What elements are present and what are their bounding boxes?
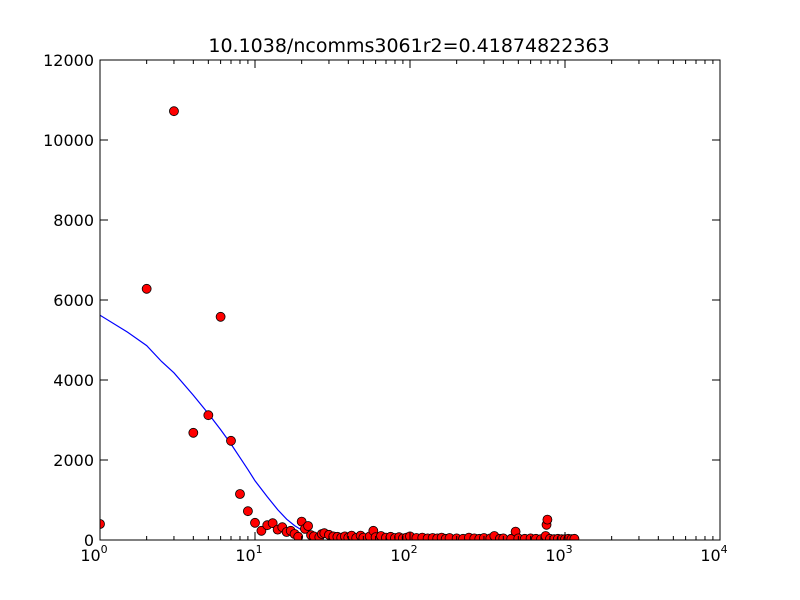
chart-title: 10.1038/ncomms3061r2=0.41874822363 [208,35,609,57]
scatter-point [243,506,253,517]
y-tick-label: 6000 [53,291,94,310]
x-tick-label: 100 [80,543,107,565]
x-tick-label: 102 [390,543,417,565]
axis-tick-labels: 0 2000 4000 6000 8000 10000 12000 100 101 102 103 1… [43,51,728,565]
scatter-point [203,410,214,421]
scatter-point [226,435,236,446]
scatter-point [569,533,580,540]
scatter-point [267,518,278,529]
y-tick-label: 4000 [53,371,94,390]
plot-area [100,60,720,540]
y-tick-label: 0 [84,531,94,550]
plot-frame [99,59,721,541]
plot-content [100,106,580,540]
x-tick-label: 101 [235,543,262,565]
scatter-point [141,283,152,294]
y-tick-label: 10000 [43,131,94,150]
scatter-point [303,521,313,531]
scatter-point [250,517,260,528]
scatter-point [169,106,179,117]
x-tick-label: 104 [700,543,727,565]
scatter-point [542,514,553,525]
y-tick-label: 12000 [43,51,94,70]
scatter-point [100,519,105,529]
scatter-point [215,311,226,322]
scatter-point [188,427,199,438]
scatter-point [256,525,267,536]
y-tick-label: 8000 [53,211,94,230]
scatter-point [293,531,304,540]
y-tick-label: 2000 [53,451,94,470]
x-tick-label: 103 [545,543,572,565]
scatter-point [235,489,245,499]
